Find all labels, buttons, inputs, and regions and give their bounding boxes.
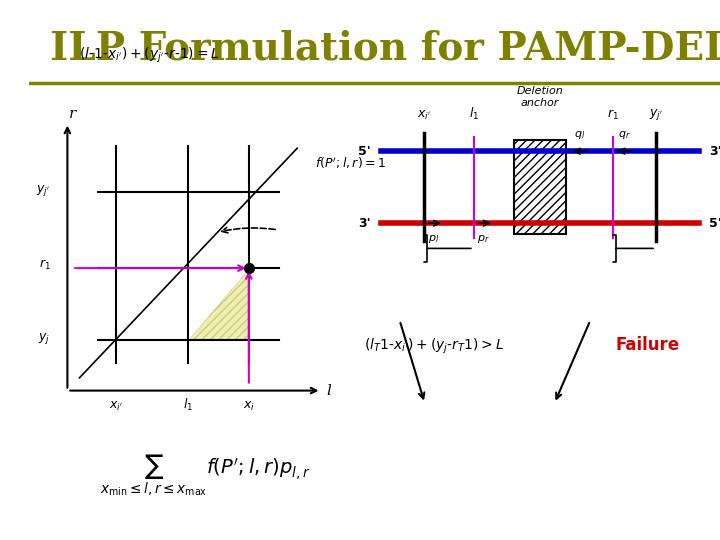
Text: $y_{j'}$: $y_{j'}$ (36, 183, 50, 198)
Text: 5': 5' (359, 145, 371, 158)
Text: $p_l$: $p_l$ (428, 233, 440, 245)
Text: l: l (326, 383, 331, 397)
Text: $x_{i'}$: $x_{i'}$ (417, 109, 431, 123)
Text: $y_{j'}$: $y_{j'}$ (649, 107, 663, 123)
Text: $q_l$: $q_l$ (574, 129, 585, 141)
Text: ILP Formulation for PAMP-DEL: ILP Formulation for PAMP-DEL (50, 30, 720, 68)
Text: $q_r$: $q_r$ (618, 129, 631, 141)
Text: $(l\text{-}1\text{-}x_{i'})+(y_{j'}\text{-}r\text{-}1) = L$: $(l\text{-}1\text{-}x_{i'})+(y_{j'}\text… (79, 45, 219, 65)
Text: $x_{i'}$: $x_{i'}$ (109, 400, 123, 413)
Text: 5': 5' (709, 217, 720, 230)
Text: $l_1$: $l_1$ (184, 396, 194, 413)
Text: $l_1$: $l_1$ (469, 106, 479, 123)
Text: Deletion
anchor: Deletion anchor (517, 86, 563, 108)
FancyBboxPatch shape (513, 140, 567, 234)
Text: r: r (68, 106, 76, 120)
Text: 3': 3' (709, 145, 720, 158)
Text: $r_1$: $r_1$ (39, 258, 50, 272)
Text: Failure: Failure (616, 336, 680, 354)
Text: $(l_T 1\text{-}x_{i'})+(y_j\text{-}r_T 1) > L$: $(l_T 1\text{-}x_{i'})+(y_j\text{-}r_T 1… (364, 337, 503, 356)
Text: $y_j$: $y_j$ (38, 330, 50, 346)
Text: $r_1$: $r_1$ (607, 109, 618, 123)
Text: 3': 3' (359, 217, 371, 230)
Text: $\sum_{x_{\min} \leq l, r \leq x_{\max}} f(P'; l, r) p_{l,r}$: $\sum_{x_{\min} \leq l, r \leq x_{\max}}… (100, 453, 310, 498)
Text: $p_r$: $p_r$ (477, 233, 490, 245)
Text: $f(P';l,r)=1$: $f(P';l,r)=1$ (315, 156, 387, 172)
Polygon shape (189, 268, 249, 340)
Text: $x_i$: $x_i$ (243, 400, 255, 413)
